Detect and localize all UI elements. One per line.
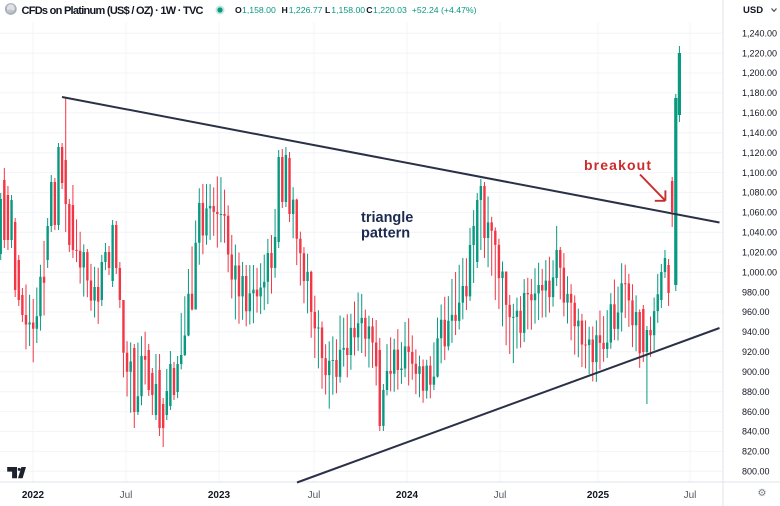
svg-text:CFDs on Platinum (US$ / OZ) ·: CFDs on Platinum (US$ / OZ) · 1W · TVC xyxy=(22,5,204,17)
svg-text:1,180.00: 1,180.00 xyxy=(742,88,777,98)
svg-text:1,160.00: 1,160.00 xyxy=(742,108,777,118)
svg-text:1,120.00: 1,120.00 xyxy=(742,148,777,158)
svg-text:Jul: Jul xyxy=(308,490,321,501)
svg-text:1,020.00: 1,020.00 xyxy=(742,248,777,258)
svg-text:1,000.00: 1,000.00 xyxy=(742,267,777,277)
svg-text:980.00: 980.00 xyxy=(742,287,770,297)
svg-text:1,060.00: 1,060.00 xyxy=(742,208,777,218)
svg-text:2023: 2023 xyxy=(208,490,231,501)
svg-text:860.00: 860.00 xyxy=(742,407,770,417)
svg-text:840.00: 840.00 xyxy=(742,427,770,437)
svg-text:920.00: 920.00 xyxy=(742,347,770,357)
svg-text:900.00: 900.00 xyxy=(742,367,770,377)
svg-text:1,240.00: 1,240.00 xyxy=(742,28,777,38)
svg-text:960.00: 960.00 xyxy=(742,307,770,317)
svg-text:Jul: Jul xyxy=(494,490,507,501)
svg-text:Jul: Jul xyxy=(684,490,697,501)
svg-text:1,200.00: 1,200.00 xyxy=(742,68,777,78)
svg-text:940.00: 940.00 xyxy=(742,327,770,337)
svg-text:breakout: breakout xyxy=(584,157,651,173)
svg-text:2024: 2024 xyxy=(396,490,419,501)
svg-text:Jul: Jul xyxy=(120,490,133,501)
svg-text:2022: 2022 xyxy=(22,490,45,501)
svg-text:USD: USD xyxy=(743,5,763,16)
svg-text:2025: 2025 xyxy=(587,490,610,501)
svg-text:triangle: triangle xyxy=(361,210,413,226)
svg-text:1,080.00: 1,080.00 xyxy=(742,188,777,198)
svg-text:800.00: 800.00 xyxy=(742,467,770,477)
svg-text:⚙: ⚙ xyxy=(758,488,767,499)
svg-text:pattern: pattern xyxy=(361,226,410,242)
svg-text:880.00: 880.00 xyxy=(742,387,770,397)
svg-text:1,040.00: 1,040.00 xyxy=(742,228,777,238)
svg-text:1,100.00: 1,100.00 xyxy=(742,168,777,178)
svg-text:820.00: 820.00 xyxy=(742,447,770,457)
svg-text:1,220.00: 1,220.00 xyxy=(742,48,777,58)
svg-text:1,140.00: 1,140.00 xyxy=(742,128,777,138)
